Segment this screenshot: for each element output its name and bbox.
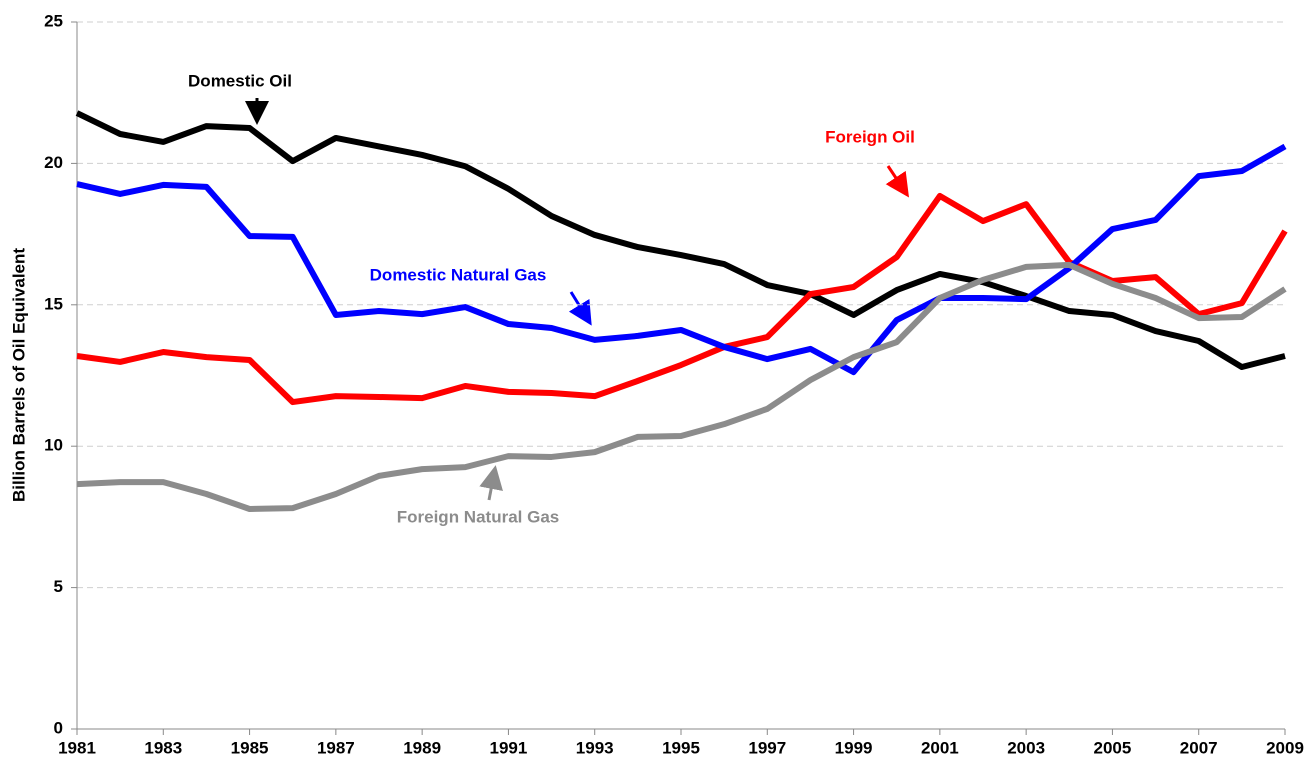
x-tick-label: 2001 bbox=[921, 738, 959, 757]
line-series bbox=[76, 261, 1287, 512]
line-series bbox=[75, 110, 1286, 371]
x-tick-label: 2009 bbox=[1266, 738, 1304, 757]
x-tick-label: 2005 bbox=[1094, 738, 1132, 757]
line-series bbox=[76, 143, 1287, 376]
series-label: Foreign Oil bbox=[825, 127, 915, 146]
line-series bbox=[76, 192, 1288, 406]
x-tick-label: 1987 bbox=[317, 738, 355, 757]
y-tick-label: 10 bbox=[44, 436, 63, 455]
y-tick-label: 15 bbox=[44, 294, 63, 313]
y-tick-label: 0 bbox=[54, 718, 63, 737]
x-tick-label: 1985 bbox=[231, 738, 269, 757]
x-tick-label: 1999 bbox=[835, 738, 873, 757]
x-tick-label: 1981 bbox=[58, 738, 96, 757]
y-tick-label: 20 bbox=[44, 153, 63, 172]
y-axis-label: Billion Barrels of Oil Equivalent bbox=[9, 248, 28, 502]
x-tick-label: 2007 bbox=[1180, 738, 1218, 757]
arrow bbox=[885, 165, 909, 198]
arrow bbox=[479, 465, 503, 501]
x-tick-label: 1991 bbox=[490, 738, 528, 757]
x-tick-label: 1995 bbox=[662, 738, 700, 757]
series-label: Domestic Oil bbox=[188, 71, 292, 90]
y-tick-label: 5 bbox=[54, 577, 63, 596]
x-tick-label: 1993 bbox=[576, 738, 614, 757]
x-tick-label: 2003 bbox=[1007, 738, 1045, 757]
x-tick-label: 1983 bbox=[144, 738, 182, 757]
x-tick-label: 1997 bbox=[748, 738, 786, 757]
series-label: Foreign Natural Gas bbox=[397, 507, 559, 526]
series-label: Domestic Natural Gas bbox=[370, 265, 547, 284]
y-tick-label: 25 bbox=[44, 11, 63, 30]
x-tick-label: 1989 bbox=[403, 738, 441, 757]
